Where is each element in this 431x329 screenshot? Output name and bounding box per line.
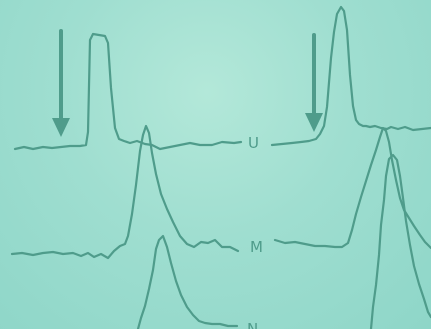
trace-label-n: N bbox=[247, 320, 258, 329]
trace-n-left bbox=[136, 234, 239, 329]
down-arrow-icon bbox=[52, 29, 70, 137]
trace-u-left bbox=[13, 32, 243, 151]
trace-label-u: U bbox=[248, 134, 259, 152]
down-arrow-icon bbox=[305, 33, 323, 132]
trace-u-right bbox=[270, 5, 431, 147]
trace-n-right bbox=[369, 153, 431, 329]
trace-m-right bbox=[273, 126, 431, 250]
trace-label-m: M bbox=[250, 238, 263, 256]
trace-m-left bbox=[10, 124, 240, 260]
